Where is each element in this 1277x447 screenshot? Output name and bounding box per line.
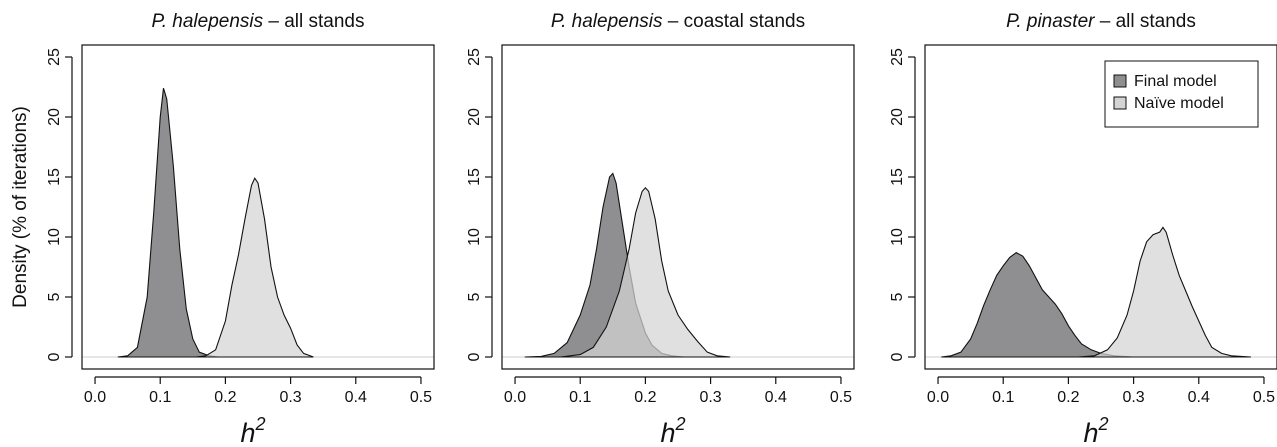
y-tick-label: 15 — [466, 168, 483, 186]
x-tick-label: 0.0 — [504, 389, 526, 406]
x-axis-label: h2 — [240, 414, 265, 447]
x-tick-label: 0.4 — [765, 389, 787, 406]
x-tick-label: 0.4 — [1188, 389, 1210, 406]
legend-swatch — [1113, 96, 1127, 110]
panel-title-subset: – all stands — [1094, 11, 1195, 32]
x-axis-label: h2 — [660, 414, 685, 447]
panel-title-subset: – coastal stands — [663, 11, 806, 32]
plot-frame — [81, 44, 435, 370]
y-tick-label: 20 — [889, 108, 906, 126]
y-tick-label: 20 — [46, 108, 63, 126]
x-axis-label-base: h — [240, 418, 255, 447]
legend-swatch — [1113, 74, 1127, 88]
x-tick-label: 0.2 — [1057, 389, 1079, 406]
x-tick-label: 0.2 — [214, 389, 236, 406]
panel-2: 0.0 0.1 0.2 0.3 0.4 0.5 0 5 10 15 20 25 P. halepensi… — [466, 11, 855, 447]
panel-title: P. pinaster – all stands — [1006, 11, 1196, 32]
x-axis-label: h2 — [1083, 414, 1108, 447]
y-tick-label: 15 — [46, 168, 63, 186]
x-tick-label: 0.1 — [569, 389, 591, 406]
final-model-density — [117, 88, 219, 358]
y-tick-label: 25 — [466, 48, 483, 66]
panel-3: 0.0 0.1 0.2 0.3 0.4 0.5 0 5 10 15 20 25 P. pinaster … — [889, 11, 1277, 447]
y-tick-label: 10 — [466, 228, 483, 246]
x-axis-label-base: h — [1083, 418, 1098, 447]
x-tick-label: 0.0 — [927, 389, 949, 406]
panel-title-species: P. halepensis — [551, 11, 663, 32]
x-axis-label-superscript: 2 — [675, 414, 686, 434]
y-tick-label: 10 — [889, 228, 906, 246]
naive-model-density — [1078, 226, 1251, 358]
panel-title-species: P. halepensis — [151, 11, 263, 32]
naive-model-density — [196, 177, 314, 358]
panel-1: 0.0 0.1 0.2 0.3 0.4 0.5 0 5 10 15 20 25 P. halepensi… — [10, 11, 435, 447]
plot-frame — [501, 44, 855, 370]
y-tick-label: 5 — [466, 292, 483, 301]
legend-box — [1104, 60, 1259, 128]
panel-title: P. halepensis – coastal stands — [551, 11, 805, 32]
panel-title-subset: – all stands — [263, 11, 364, 32]
y-tick-label: 25 — [889, 48, 906, 66]
legend-entry-label: Final model — [1134, 73, 1217, 90]
y-tick-label: 25 — [46, 48, 63, 66]
y-tick-label: 20 — [466, 108, 483, 126]
x-axis-label-superscript: 2 — [255, 414, 266, 434]
x-tick-label: 0.5 — [1253, 389, 1275, 406]
y-tick-label: 0 — [466, 352, 483, 361]
x-axis-label-base: h — [660, 418, 675, 447]
y-tick-label: 10 — [46, 228, 63, 246]
x-tick-label: 0.3 — [279, 389, 301, 406]
x-tick-label: 0.3 — [699, 389, 721, 406]
panel-title: P. halepensis – all stands — [151, 11, 364, 32]
x-tick-label: 0.5 — [830, 389, 852, 406]
final-model-density — [941, 251, 1134, 358]
x-axis-label-superscript: 2 — [1098, 414, 1109, 434]
y-tick-label: 0 — [889, 352, 906, 361]
y-tick-label: 15 — [889, 168, 906, 186]
plot-frame — [924, 44, 1277, 370]
x-tick-label: 0.1 — [992, 389, 1014, 406]
x-tick-label: 0.1 — [149, 389, 171, 406]
x-tick-label: 0.5 — [410, 389, 432, 406]
x-tick-label: 0.4 — [345, 389, 367, 406]
x-tick-label: 0.0 — [84, 389, 106, 406]
panel-title-species: P. pinaster — [1006, 11, 1095, 32]
legend-entry-label: Naïve model — [1134, 95, 1224, 112]
y-axis-label: Density (% of iterations) — [10, 106, 31, 308]
y-tick-label: 5 — [46, 292, 63, 301]
y-tick-label: 5 — [889, 292, 906, 301]
naive-model-density — [560, 186, 731, 358]
y-tick-label: 0 — [46, 352, 63, 361]
x-tick-label: 0.2 — [634, 389, 656, 406]
x-tick-label: 0.3 — [1122, 389, 1144, 406]
